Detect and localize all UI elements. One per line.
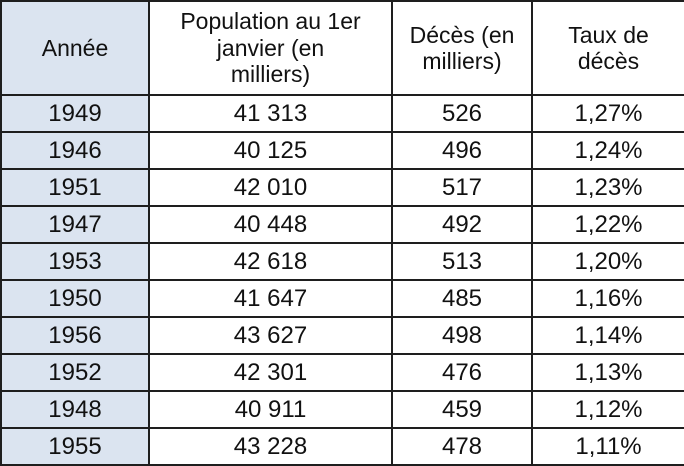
- header-row: Année Population au 1er janvier (en mill…: [0, 0, 684, 96]
- population-cell: 42 618: [148, 242, 393, 281]
- year-cell: 1950: [0, 279, 150, 318]
- death-rate-cell: 1,22%: [531, 205, 684, 244]
- deaths-cell: 498: [391, 316, 533, 355]
- table-row: 1955 43 228 478 1,11%: [0, 427, 684, 466]
- death-rate-cell: 1,27%: [531, 94, 684, 133]
- table-row: 1952 42 301 476 1,13%: [0, 353, 684, 392]
- header-deaths: Décès (en milliers): [391, 0, 533, 96]
- table-row: 1948 40 911 459 1,12%: [0, 390, 684, 429]
- year-cell: 1952: [0, 353, 150, 392]
- deaths-cell: 476: [391, 353, 533, 392]
- table-row: 1951 42 010 517 1,23%: [0, 168, 684, 207]
- year-cell: 1947: [0, 205, 150, 244]
- deaths-cell: 478: [391, 427, 533, 466]
- year-cell: 1948: [0, 390, 150, 429]
- population-cell: 41 313: [148, 94, 393, 133]
- population-cell: 43 228: [148, 427, 393, 466]
- table-row: 1956 43 627 498 1,14%: [0, 316, 684, 355]
- year-cell: 1949: [0, 94, 150, 133]
- deaths-cell: 485: [391, 279, 533, 318]
- population-cell: 41 647: [148, 279, 393, 318]
- death-rate-cell: 1,14%: [531, 316, 684, 355]
- header-year: Année: [0, 0, 150, 96]
- death-rate-cell: 1,24%: [531, 131, 684, 170]
- table-row: 1947 40 448 492 1,22%: [0, 205, 684, 244]
- table-row: 1953 42 618 513 1,20%: [0, 242, 684, 281]
- year-cell: 1953: [0, 242, 150, 281]
- year-cell: 1956: [0, 316, 150, 355]
- deaths-cell: 526: [391, 94, 533, 133]
- table-row: 1949 41 313 526 1,27%: [0, 94, 684, 133]
- population-cell: 40 125: [148, 131, 393, 170]
- death-rate-cell: 1,16%: [531, 279, 684, 318]
- death-rate-cell: 1,12%: [531, 390, 684, 429]
- header-population: Population au 1er janvier (en milliers): [148, 0, 393, 96]
- table-row: 1946 40 125 496 1,24%: [0, 131, 684, 170]
- death-rate-cell: 1,20%: [531, 242, 684, 281]
- population-cell: 40 911: [148, 390, 393, 429]
- population-cell: 42 010: [148, 168, 393, 207]
- table-row: 1950 41 647 485 1,16%: [0, 279, 684, 318]
- header-death-rate: Taux de décès: [531, 0, 684, 96]
- year-cell: 1951: [0, 168, 150, 207]
- population-cell: 42 301: [148, 353, 393, 392]
- deaths-cell: 517: [391, 168, 533, 207]
- death-rate-cell: 1,23%: [531, 168, 684, 207]
- deaths-cell: 492: [391, 205, 533, 244]
- death-rate-cell: 1,11%: [531, 427, 684, 466]
- population-cell: 43 627: [148, 316, 393, 355]
- population-cell: 40 448: [148, 205, 393, 244]
- deaths-cell: 513: [391, 242, 533, 281]
- deaths-cell: 496: [391, 131, 533, 170]
- year-cell: 1955: [0, 427, 150, 466]
- deaths-cell: 459: [391, 390, 533, 429]
- death-rate-cell: 1,13%: [531, 353, 684, 392]
- year-cell: 1946: [0, 131, 150, 170]
